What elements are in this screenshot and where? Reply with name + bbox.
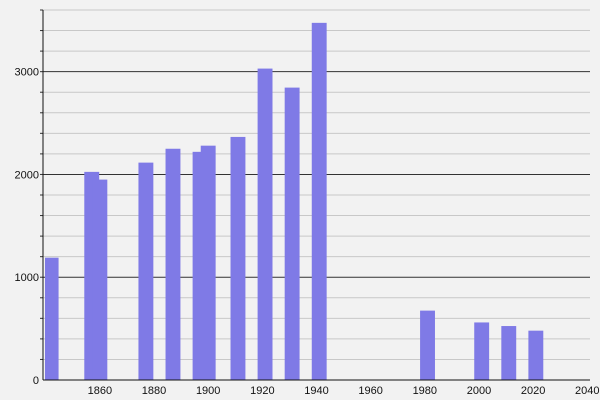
bar-1921 bbox=[257, 68, 273, 380]
bar-2001 bbox=[474, 322, 490, 380]
bar-2021 bbox=[528, 330, 544, 380]
y-tick-label: 3000 bbox=[15, 67, 39, 79]
bar-1860 bbox=[92, 179, 108, 380]
y-tick-label: 2000 bbox=[15, 169, 39, 181]
x-tick-label: 1920 bbox=[250, 385, 274, 397]
y-tick-label: 0 bbox=[33, 375, 39, 387]
bar-1911 bbox=[230, 136, 246, 380]
bars bbox=[45, 22, 544, 380]
bar-1931 bbox=[284, 87, 300, 380]
x-tick-label: 1980 bbox=[413, 385, 437, 397]
bar-2011 bbox=[501, 326, 517, 380]
x-tick-label: 1960 bbox=[358, 385, 382, 397]
x-tick-label: 2000 bbox=[467, 385, 491, 397]
bar-1981 bbox=[420, 310, 435, 380]
bar-1887 bbox=[165, 148, 181, 380]
x-tick-label: 1860 bbox=[88, 385, 112, 397]
y-tick-label: 1000 bbox=[15, 272, 39, 284]
x-tick-label: 2040 bbox=[575, 385, 599, 397]
bar-1842 bbox=[45, 257, 59, 380]
x-tick-label: 2020 bbox=[521, 385, 545, 397]
bar-1941 bbox=[311, 22, 327, 380]
bar-1877 bbox=[138, 162, 154, 380]
axes: 0 1000 2000 3000 1860 1880 1900 1920 1940 1960 198… bbox=[15, 9, 600, 397]
x-tick-label: 1880 bbox=[142, 385, 166, 397]
bar-1900 bbox=[200, 145, 216, 380]
x-tick-label: 1940 bbox=[304, 385, 328, 397]
x-tick-label: 1900 bbox=[196, 385, 220, 397]
